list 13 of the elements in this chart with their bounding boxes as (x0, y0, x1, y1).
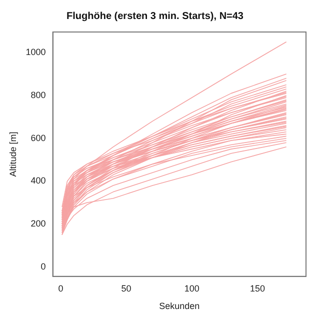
y-tick-label: 800 (30, 90, 46, 100)
x-tick-label: 150 (250, 283, 265, 294)
y-tick-label: 0 (40, 261, 46, 272)
y-tick-label: 400 (30, 176, 46, 186)
y-tick-label: 200 (30, 218, 46, 229)
x-tick-label: 0 (58, 283, 64, 294)
x-tick-label: 50 (121, 283, 132, 294)
x-tick-label: 100 (184, 283, 200, 294)
y-tick-label: 600 (30, 132, 46, 143)
chart-title: Flughöhe (ersten 3 min. Starts), N=43 (66, 10, 244, 22)
x-axis-title: Sekunden (159, 301, 200, 312)
y-tick-label: 1000 (26, 47, 46, 58)
y-axis-title: Altitude [m] (8, 132, 18, 177)
